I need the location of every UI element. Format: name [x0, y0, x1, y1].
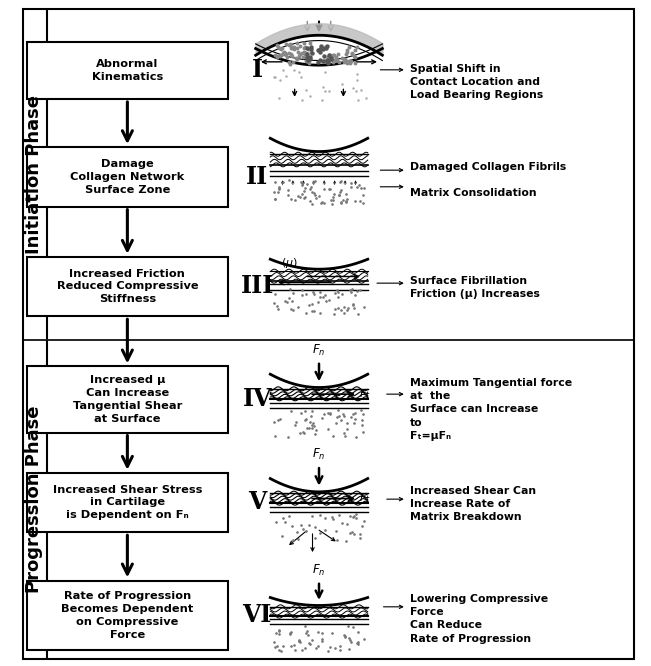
- FancyBboxPatch shape: [27, 256, 228, 316]
- Text: Damage
Collagen Network
Surface Zone: Damage Collagen Network Surface Zone: [70, 159, 184, 194]
- Text: II: II: [246, 165, 268, 189]
- Text: V: V: [248, 490, 266, 514]
- Text: Abnormal
Kinematics: Abnormal Kinematics: [92, 59, 163, 82]
- FancyBboxPatch shape: [27, 366, 228, 433]
- Text: Damaged Collagen Fibrils

Matrix Consolidation: Damaged Collagen Fibrils Matrix Consolid…: [410, 162, 566, 198]
- Text: $F_t$: $F_t$: [359, 387, 371, 401]
- Text: $(\mu)$: $(\mu)$: [281, 256, 298, 270]
- Text: III: III: [241, 274, 274, 298]
- Text: Increased μ
Can Increase
Tangential Shear
at Surface: Increased μ Can Increase Tangential Shea…: [73, 375, 182, 424]
- FancyBboxPatch shape: [27, 147, 228, 206]
- Text: Increased Shear Can
Increase Rate of
Matrix Breakdown: Increased Shear Can Increase Rate of Mat…: [410, 486, 536, 522]
- FancyBboxPatch shape: [23, 9, 634, 659]
- Text: $F_t$: $F_t$: [359, 492, 371, 505]
- Text: VI: VI: [243, 603, 272, 627]
- Text: $F_n$: $F_n$: [312, 563, 326, 577]
- Text: Increased Friction
Reduced Compressive
Stiffness: Increased Friction Reduced Compressive S…: [57, 268, 198, 304]
- Text: Surface Fibrillation
Friction (μ) Increases: Surface Fibrillation Friction (μ) Increa…: [410, 276, 540, 300]
- Text: Initiation Phase: Initiation Phase: [25, 95, 44, 254]
- Text: Increased Shear Stress
in Cartilage
is Dependent on Fₙ: Increased Shear Stress in Cartilage is D…: [53, 485, 202, 520]
- FancyBboxPatch shape: [27, 581, 228, 651]
- Text: Spatial Shift in
Contact Location and
Load Bearing Regions: Spatial Shift in Contact Location and Lo…: [410, 63, 543, 100]
- Text: $F_n$: $F_n$: [312, 342, 326, 358]
- Text: I: I: [252, 59, 263, 83]
- FancyBboxPatch shape: [27, 473, 228, 532]
- Text: Progression Phase: Progression Phase: [25, 406, 44, 593]
- Text: IV: IV: [243, 388, 272, 412]
- Text: Rate of Progression
Becomes Dependent
on Compressive
Force: Rate of Progression Becomes Dependent on…: [61, 591, 193, 639]
- Text: $F_n$: $F_n$: [312, 447, 326, 462]
- Text: Maximum Tangential force
at  the
Surface can Increase
to
Fₜ=μFₙ: Maximum Tangential force at the Surface …: [410, 378, 572, 441]
- Text: Lowering Compressive
Force
Can Reduce
Rate of Progression: Lowering Compressive Force Can Reduce Ra…: [410, 594, 548, 643]
- FancyBboxPatch shape: [27, 42, 228, 99]
